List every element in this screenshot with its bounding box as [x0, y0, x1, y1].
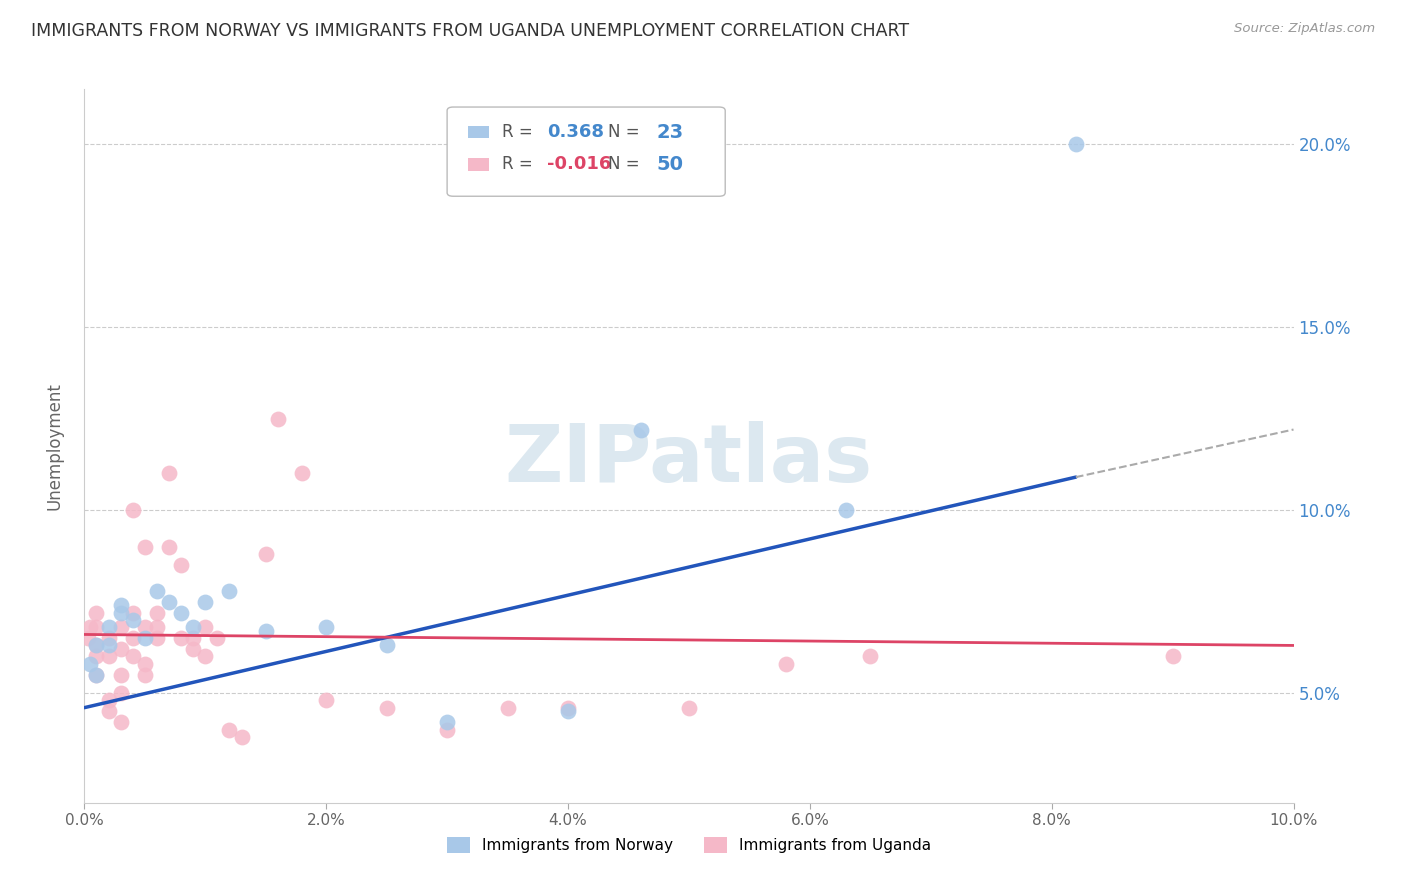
- Point: [110, 620, 132, 634]
- Point: [375, 639, 398, 653]
- Point: [157, 467, 180, 481]
- Text: Source: ZipAtlas.com: Source: ZipAtlas.com: [1234, 22, 1375, 36]
- Point: [181, 631, 204, 645]
- Point: [775, 657, 797, 671]
- Point: [134, 620, 156, 634]
- Text: 50: 50: [657, 154, 683, 174]
- Point: [110, 715, 132, 730]
- Point: [79, 620, 101, 634]
- Point: [121, 606, 143, 620]
- Point: [315, 620, 337, 634]
- Y-axis label: Unemployment: Unemployment: [45, 382, 63, 510]
- Point: [254, 547, 277, 561]
- Point: [134, 631, 156, 645]
- Point: [1161, 649, 1184, 664]
- Point: [835, 503, 858, 517]
- Point: [134, 540, 156, 554]
- Point: [146, 606, 169, 620]
- Point: [194, 649, 217, 664]
- Point: [86, 639, 108, 653]
- Point: [254, 624, 277, 638]
- Text: R =: R =: [502, 123, 537, 141]
- Point: [436, 723, 458, 737]
- Point: [157, 540, 180, 554]
- Point: [86, 620, 108, 634]
- Text: 0.368: 0.368: [547, 123, 605, 141]
- Point: [194, 620, 217, 634]
- Text: IMMIGRANTS FROM NORWAY VS IMMIGRANTS FROM UGANDA UNEMPLOYMENT CORRELATION CHART: IMMIGRANTS FROM NORWAY VS IMMIGRANTS FRO…: [31, 22, 910, 40]
- Point: [375, 700, 398, 714]
- Point: [110, 686, 132, 700]
- Point: [436, 715, 458, 730]
- Point: [134, 657, 156, 671]
- Point: [121, 649, 143, 664]
- Point: [207, 631, 229, 645]
- Point: [121, 631, 143, 645]
- Point: [121, 503, 143, 517]
- Point: [86, 649, 108, 664]
- Point: [97, 631, 120, 645]
- Point: [170, 631, 193, 645]
- Point: [146, 620, 169, 634]
- Point: [267, 411, 290, 425]
- Point: [86, 639, 108, 653]
- Point: [859, 649, 882, 664]
- Point: [291, 467, 314, 481]
- Point: [218, 723, 240, 737]
- Text: N =: N =: [607, 123, 645, 141]
- Point: [557, 700, 579, 714]
- Point: [86, 606, 108, 620]
- Point: [110, 606, 132, 620]
- FancyBboxPatch shape: [468, 126, 489, 138]
- Point: [181, 642, 204, 657]
- Point: [86, 667, 108, 681]
- Point: [79, 657, 101, 671]
- Point: [231, 730, 253, 744]
- Text: N =: N =: [607, 155, 645, 173]
- Point: [97, 693, 120, 707]
- Point: [97, 704, 120, 718]
- Point: [146, 583, 169, 598]
- Point: [97, 620, 120, 634]
- Point: [134, 667, 156, 681]
- Point: [194, 594, 217, 608]
- Text: -0.016: -0.016: [547, 155, 612, 173]
- Legend: Immigrants from Norway, Immigrants from Uganda: Immigrants from Norway, Immigrants from …: [441, 831, 936, 859]
- Point: [170, 558, 193, 572]
- Point: [110, 667, 132, 681]
- Text: 23: 23: [657, 122, 683, 142]
- Point: [315, 693, 337, 707]
- Point: [496, 700, 519, 714]
- FancyBboxPatch shape: [468, 158, 489, 170]
- Point: [121, 613, 143, 627]
- Point: [110, 642, 132, 657]
- Point: [557, 704, 579, 718]
- Point: [630, 423, 652, 437]
- Text: R =: R =: [502, 155, 537, 173]
- Point: [86, 667, 108, 681]
- Text: ZIPatlas: ZIPatlas: [505, 421, 873, 500]
- Point: [77, 631, 100, 645]
- Point: [97, 649, 120, 664]
- Point: [218, 583, 240, 598]
- Point: [181, 620, 204, 634]
- Point: [678, 700, 700, 714]
- Point: [157, 594, 180, 608]
- Point: [170, 606, 193, 620]
- FancyBboxPatch shape: [447, 107, 725, 196]
- Point: [146, 631, 169, 645]
- Point: [1064, 137, 1087, 152]
- Point: [97, 639, 120, 653]
- Point: [110, 598, 132, 612]
